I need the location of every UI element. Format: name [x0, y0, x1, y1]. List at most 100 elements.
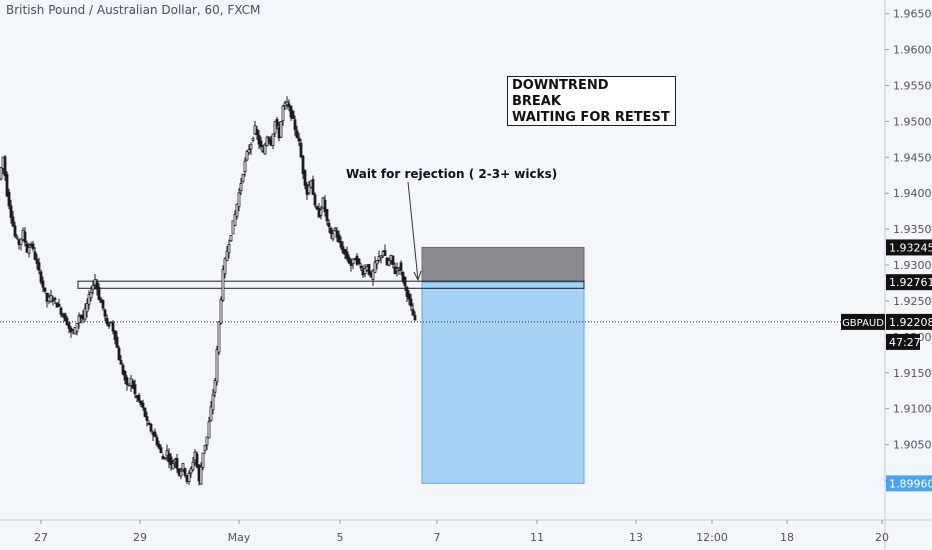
- candle-body: [345, 251, 349, 259]
- candle-body: [77, 315, 81, 324]
- candle-body: [159, 447, 163, 454]
- candle-body: [171, 463, 175, 470]
- candle-body: [181, 463, 185, 470]
- symbol-label-bg: [841, 313, 885, 330]
- candle-body: [27, 247, 31, 254]
- note-line-retest: WAITING FOR RETEST: [512, 110, 670, 125]
- x-tick-label: 7: [434, 531, 441, 544]
- y-tick-label: 1.95500: [893, 79, 932, 92]
- x-tick-label: 18: [780, 531, 794, 544]
- candle-body: [239, 183, 243, 192]
- candle-body: [23, 231, 27, 243]
- candle-body: [7, 191, 11, 207]
- candle-body: [327, 222, 331, 228]
- y-tick-label: 1.92500: [893, 295, 932, 308]
- candle-body: [401, 272, 405, 282]
- candle-body: [377, 256, 381, 261]
- candle-body: [203, 445, 207, 451]
- candle-body: [247, 149, 251, 154]
- candle-body: [251, 138, 255, 141]
- price-label-bg: [886, 239, 932, 256]
- candle-body: [347, 256, 351, 264]
- candle-body: [271, 133, 275, 146]
- candle-body: [37, 262, 41, 271]
- candle-body: [403, 276, 407, 287]
- candle-body: [205, 436, 209, 446]
- candle-body: [53, 297, 57, 300]
- candle-body: [107, 323, 111, 327]
- candle-body: [75, 323, 79, 332]
- candle-body: [219, 299, 223, 324]
- candle-body: [157, 443, 161, 449]
- candle-body: [87, 294, 91, 305]
- candle-body: [101, 299, 105, 309]
- candle-body: [137, 394, 141, 402]
- candle-body: [103, 309, 107, 317]
- candle-body: [357, 258, 361, 264]
- candle-body: [69, 327, 73, 333]
- price-label-bg: [886, 313, 932, 330]
- candle-body: [295, 130, 299, 138]
- candle-body: [413, 315, 417, 321]
- note-line-break: BREAK: [512, 94, 561, 109]
- candle-body: [179, 470, 183, 477]
- annotation-arrow-head: [413, 270, 422, 282]
- candle-body: [229, 235, 233, 242]
- y-tick-label: 1.94500: [893, 151, 932, 164]
- x-tick-label: 27: [34, 531, 48, 544]
- candle-body: [249, 143, 253, 150]
- candle-body: [411, 309, 415, 316]
- candle-body: [33, 251, 37, 260]
- candle-body: [5, 173, 9, 197]
- candle-body: [391, 255, 395, 265]
- candle-body: [163, 457, 167, 460]
- candle-body: [339, 241, 343, 248]
- candle-body: [225, 250, 229, 262]
- take-profit-zone: [421, 281, 585, 484]
- y-tick-label: 1.96500: [893, 8, 932, 21]
- candle-body: [307, 185, 311, 194]
- candle-body: [145, 416, 149, 422]
- candle-body: [333, 228, 337, 232]
- candle-body: [231, 220, 235, 235]
- candle-body: [147, 422, 151, 425]
- x-tick-label: 11: [530, 531, 544, 544]
- candle-body: [217, 321, 221, 353]
- candle-body: [367, 263, 371, 275]
- candle-body: [11, 216, 15, 227]
- x-tick-label: 12:00: [696, 531, 728, 544]
- stop-loss-zone: [421, 246, 585, 283]
- candle-body: [319, 209, 323, 216]
- price-label: 47:27: [889, 336, 921, 349]
- candle-body: [201, 452, 205, 468]
- candle-body: [123, 371, 127, 381]
- candle-body: [3, 156, 7, 177]
- candle-body: [301, 155, 305, 175]
- price-label: 1.92208: [889, 316, 932, 329]
- candle-body: [111, 322, 115, 332]
- candle-body: [39, 271, 43, 283]
- annotation-arrow-line: [407, 181, 419, 281]
- candle-body: [275, 119, 279, 127]
- candle-body: [49, 295, 53, 302]
- candle-body: [95, 281, 99, 290]
- candle-body: [43, 287, 47, 292]
- candle-body: [351, 258, 355, 265]
- candles-group: [0, 96, 417, 486]
- candle-body: [291, 111, 295, 120]
- candle-body: [209, 406, 213, 421]
- candle-body: [383, 250, 387, 256]
- candle-body: [85, 302, 89, 313]
- candle-body: [15, 236, 19, 239]
- candle-body: [207, 421, 211, 439]
- y-tick-label: 1.91000: [893, 403, 932, 416]
- candle-body: [221, 269, 225, 301]
- price-label-bg: [886, 475, 932, 492]
- candle-body: [273, 120, 277, 134]
- candle-body: [97, 287, 101, 300]
- candle-body: [115, 336, 119, 348]
- candle-body: [373, 261, 377, 273]
- candle-body: [91, 285, 95, 290]
- candle-body: [329, 227, 333, 235]
